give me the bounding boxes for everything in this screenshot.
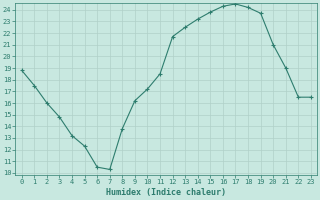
X-axis label: Humidex (Indice chaleur): Humidex (Indice chaleur) — [106, 188, 226, 197]
